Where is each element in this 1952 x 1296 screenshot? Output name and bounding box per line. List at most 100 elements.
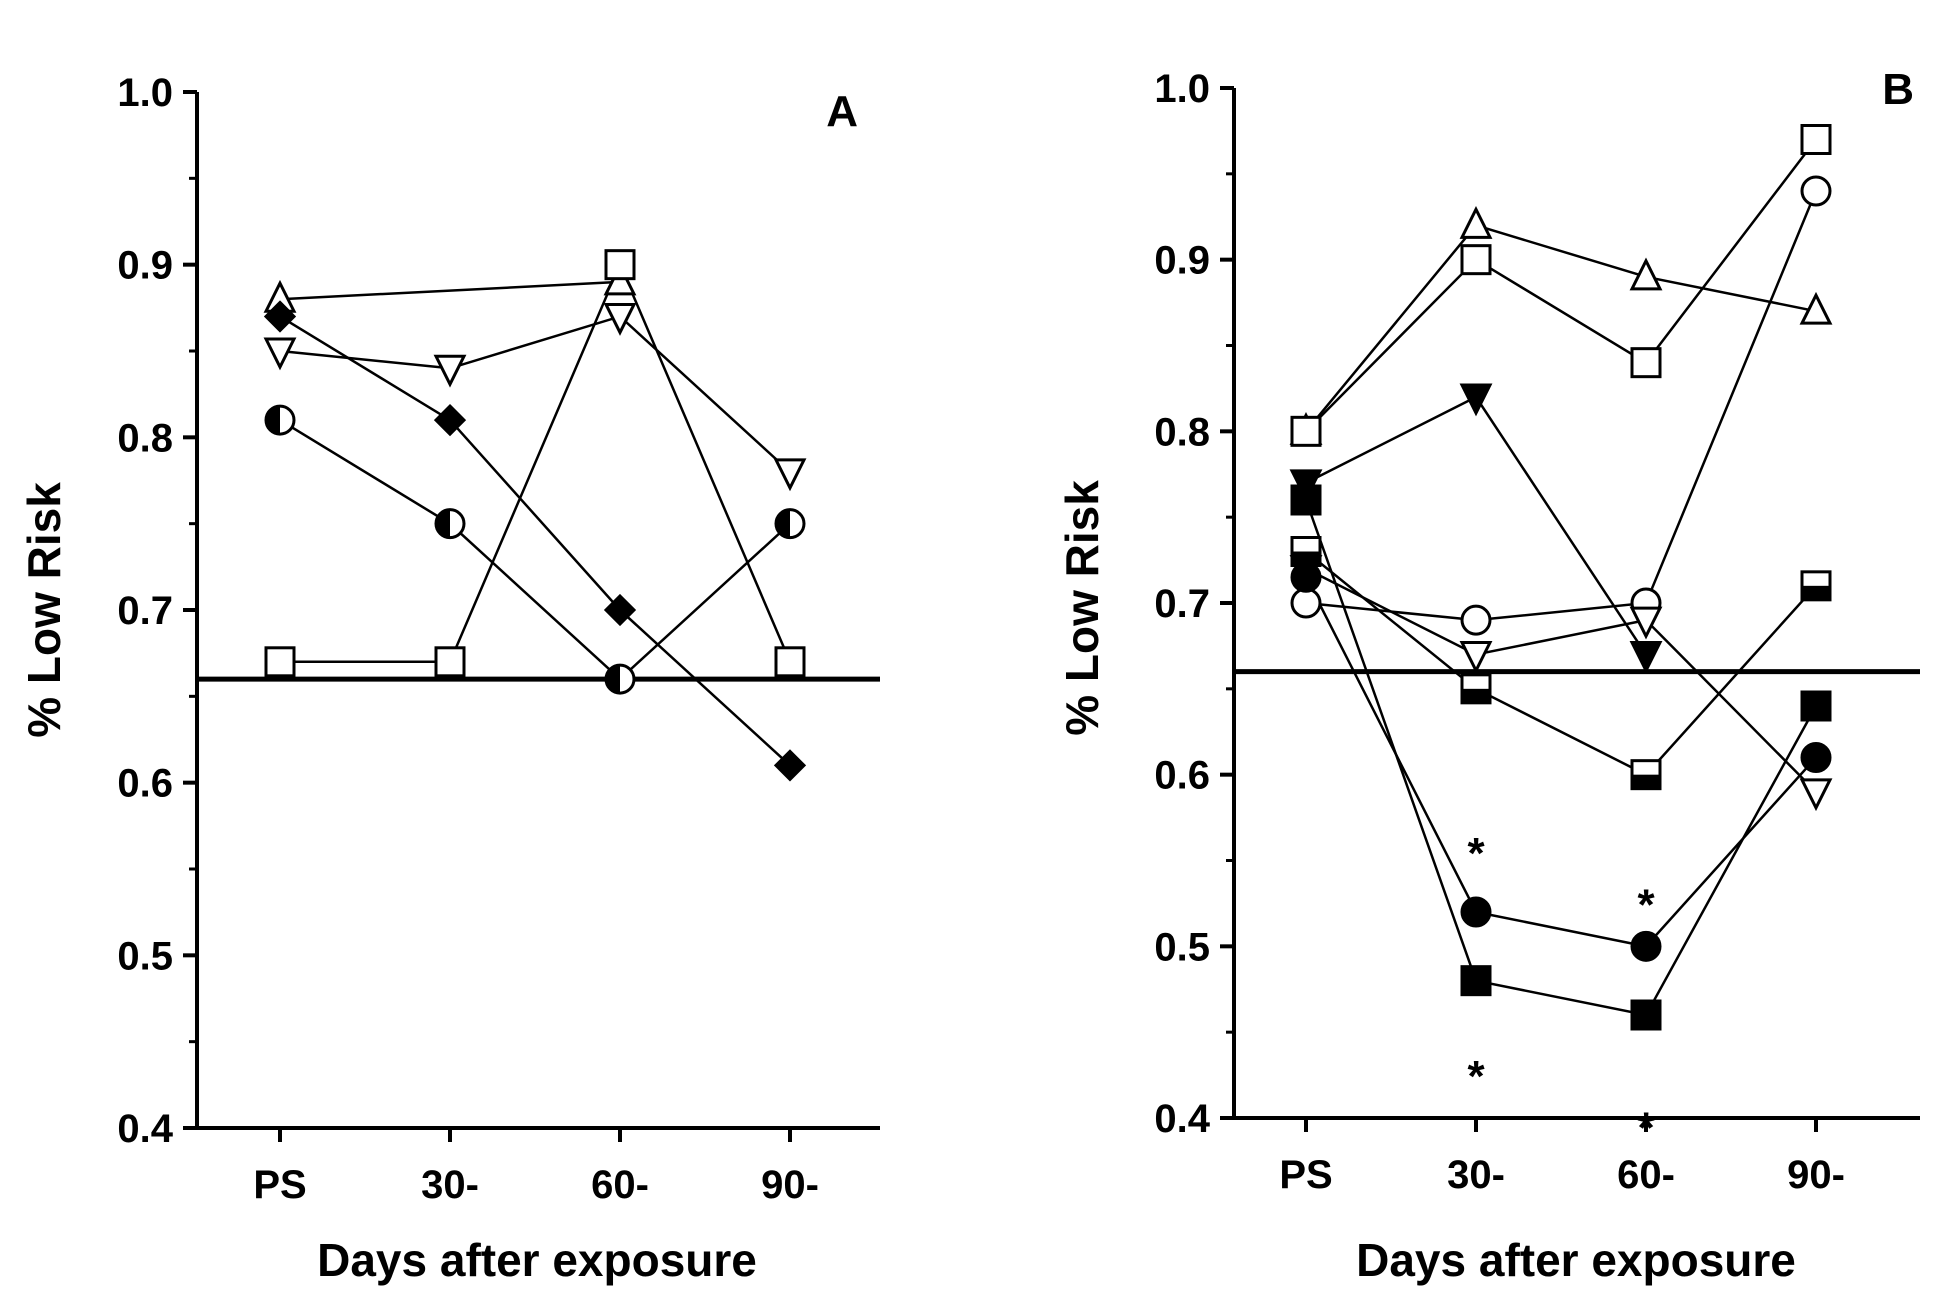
data-point-open-triangle-down: [1459, 641, 1493, 674]
marker-half-fill: [1462, 688, 1490, 703]
significance-asterisk: *: [1637, 880, 1655, 929]
data-point-open-square: [1800, 124, 1832, 155]
marker-square: [774, 646, 806, 678]
data-point-open-circle: [1800, 175, 1832, 207]
data-point-open-square: [264, 646, 296, 678]
y-tick-label: 1.0: [1154, 67, 1210, 111]
significance-asterisk: *: [1467, 829, 1485, 878]
data-point-open-triangle-down: [773, 458, 807, 492]
data-point-half-filled-circle: [604, 663, 636, 695]
data-point-open-triangle-down: [263, 337, 297, 371]
series-line-filled-circle: [1304, 576, 1817, 948]
series-line-open-triangle-down: [279, 315, 791, 473]
marker-half-fill: [1632, 774, 1660, 789]
marker-triangle-down: [1799, 778, 1833, 812]
data-point-filled-square: [1800, 690, 1832, 722]
marker-square: [1630, 347, 1662, 379]
marker-diamond: [773, 749, 807, 782]
data-point-open-triangle-down: [1629, 606, 1663, 640]
series-line-open-circle: [1305, 190, 1818, 622]
marker-half-fill: [775, 509, 790, 538]
series-line-filled-square: [1304, 499, 1818, 1017]
marker-triangle-down: [773, 458, 807, 492]
y-axis-title: % Low Risk: [18, 482, 70, 738]
series-line-open-square: [280, 261, 792, 664]
data-point-open-square: [604, 249, 636, 281]
data-point-half-filled-square: [1630, 759, 1662, 791]
data-point-open-square: [1630, 347, 1662, 379]
data-point-half-filled-circle: [264, 404, 296, 436]
data-point-filled-triangle-down: [1629, 641, 1663, 674]
marker-square: [1800, 124, 1832, 155]
x-tick-label: 60-: [591, 1163, 649, 1207]
marker-circle: [1800, 175, 1832, 207]
data-point-filled-circle: [1800, 742, 1832, 773]
marker-square: [604, 249, 636, 281]
data-point-open-circle: [1460, 604, 1492, 636]
x-tick-label: 90-: [1787, 1153, 1845, 1197]
marker-triangle-down: [433, 354, 467, 388]
x-tick-label: 30-: [421, 1163, 479, 1207]
marker-triangle-down: [1459, 383, 1493, 417]
marker-half-fill: [1802, 585, 1830, 600]
marker-square: [264, 646, 296, 678]
marker-square: [1290, 415, 1322, 447]
x-tick-label: PS: [1279, 1153, 1332, 1197]
data-point-half-filled-square: [1290, 536, 1322, 567]
y-tick-label: 0.8: [117, 416, 173, 460]
marker-triangle-up: [1799, 291, 1833, 325]
panel-label: B: [1882, 65, 1914, 114]
series-line-open-triangle-up: [279, 280, 621, 301]
y-tick-label: 0.7: [117, 589, 173, 633]
marker-half-fill: [266, 406, 280, 435]
data-point-filled-diamond: [433, 403, 467, 437]
series-line-half-filled-square: [1305, 550, 1817, 777]
data-point-open-square: [1290, 415, 1322, 447]
x-tick-label: 30-: [1447, 1153, 1505, 1197]
y-tick-label: 0.9: [117, 244, 173, 288]
marker-circle: [1460, 896, 1492, 928]
marker-half-fill: [606, 665, 620, 694]
series-line-open-triangle-up: [1305, 223, 1817, 433]
marker-diamond: [433, 403, 467, 437]
data-point-filled-diamond: [773, 749, 807, 782]
marker-circle: [1460, 604, 1492, 636]
marker-square: [1630, 999, 1662, 1031]
y-tick-label: 0.8: [1154, 410, 1210, 454]
x-axis-title: Days after exposure: [317, 1234, 757, 1286]
y-tick-label: 0.7: [1154, 582, 1210, 626]
y-tick-label: 0.4: [117, 1107, 173, 1151]
data-point-open-circle: [1290, 587, 1322, 619]
data-point-open-triangle-down: [433, 354, 467, 388]
data-point-filled-square: [1630, 999, 1662, 1031]
x-tick-label: 90-: [761, 1163, 819, 1207]
marker-circle: [1290, 561, 1322, 593]
data-point-open-triangle-up: [1629, 257, 1663, 291]
y-tick-label: 1.0: [117, 71, 173, 115]
marker-diamond: [603, 593, 637, 627]
data-point-filled-circle: [1290, 561, 1322, 593]
data-point-filled-circle: [1460, 896, 1492, 928]
data-point-half-filled-circle: [774, 508, 806, 540]
significance-asterisk: *: [1637, 1104, 1655, 1153]
y-tick-label: 0.5: [1154, 925, 1210, 969]
series-line-filled-diamond: [279, 315, 791, 767]
data-point-half-filled-square: [1460, 673, 1492, 705]
marker-triangle-down: [1629, 606, 1663, 640]
marker-square: [1290, 484, 1322, 516]
marker-half-fill: [436, 509, 450, 538]
marker-square: [1460, 244, 1492, 276]
series-line-open-square: [1305, 138, 1817, 433]
data-point-half-filled-circle: [434, 508, 466, 540]
y-tick-label: 0.6: [117, 762, 173, 806]
series-line-open-triangle-down: [1305, 567, 1817, 793]
y-tick-label: 0.4: [1154, 1097, 1210, 1141]
y-tick-label: 0.9: [1154, 239, 1210, 283]
data-point-open-triangle-up: [1459, 205, 1493, 239]
marker-square: [434, 646, 466, 678]
marker-half-fill: [1292, 551, 1320, 566]
data-point-filled-triangle-down: [1459, 383, 1493, 417]
panel-a: A Days after exposure % Low Risk 0.4 0.5 0…: [18, 71, 880, 1286]
data-point-open-square: [1460, 244, 1492, 276]
